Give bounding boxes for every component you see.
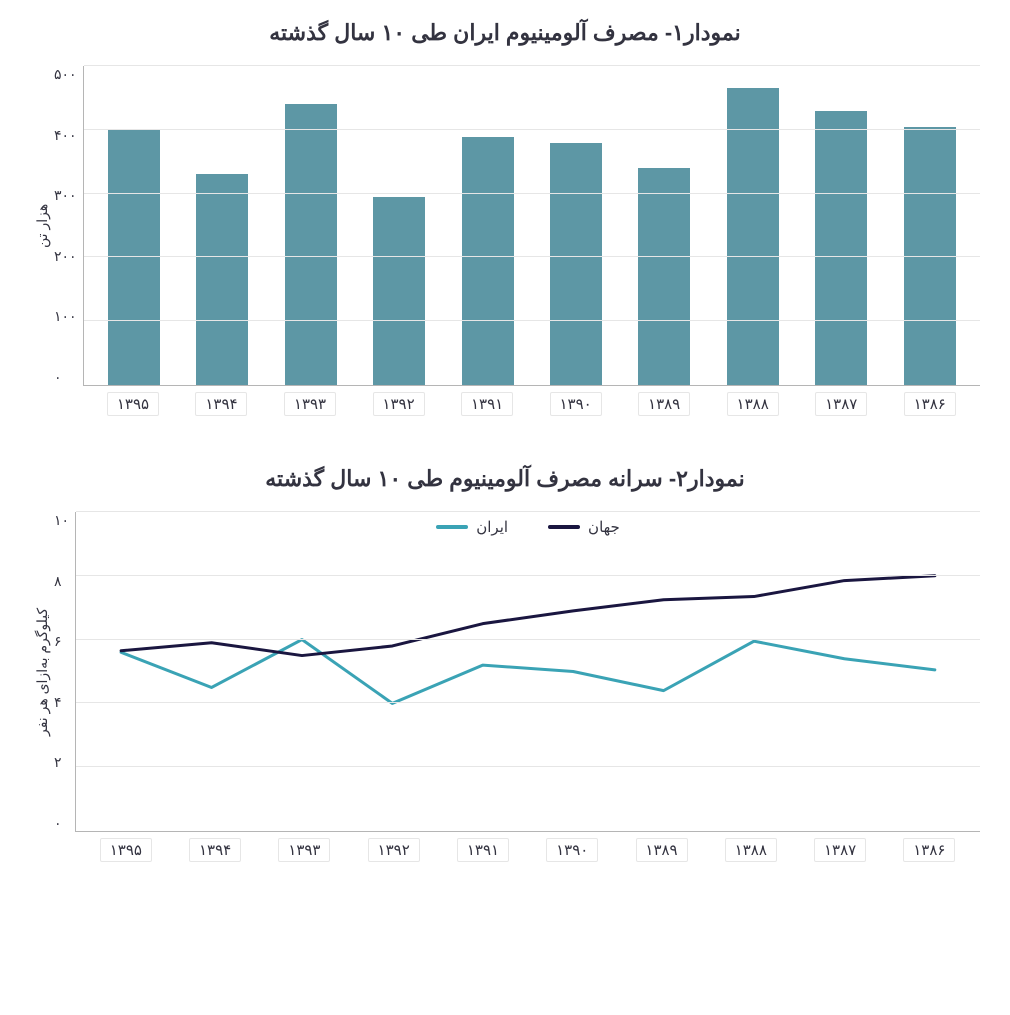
x-tick: ۱۳۹۰ <box>546 838 598 862</box>
bars-container <box>84 66 980 385</box>
y-tick: ۰ <box>54 369 62 386</box>
y-axis-ticks: ۱۰ ۸ ۶ ۴ ۲ ۰ <box>54 512 75 832</box>
y-axis-ticks: ۵۰۰ ۴۰۰ ۳۰۰ ۲۰۰ ۱۰۰ ۰ <box>54 66 83 386</box>
y-tick: ۰ <box>54 815 62 832</box>
y-tick: ۴۰۰ <box>54 127 77 144</box>
bar <box>462 137 514 385</box>
x-tick: ۱۳۹۲ <box>373 392 425 416</box>
x-tick: ۱۳۸۶ <box>903 838 955 862</box>
bar <box>727 88 779 385</box>
plot-area <box>83 66 980 386</box>
bar-chart: نمودار۱- مصرف آلومینیوم ایران طی ۱۰ سال … <box>30 20 980 416</box>
bar <box>638 168 690 385</box>
y-tick: ۲ <box>54 754 62 771</box>
x-tick: ۱۳۸۹ <box>636 838 688 862</box>
bar <box>285 104 337 385</box>
x-tick: ۱۳۹۲ <box>368 838 420 862</box>
x-axis-ticks: ۱۳۸۶ ۱۳۸۷ ۱۳۸۸ ۱۳۸۹ ۱۳۹۰ ۱۳۹۱ ۱۳۹۲ ۱۳۹۳ ۱۳۹۴ ۱۳۹۵ <box>75 832 980 862</box>
plot-area: جهان ایران <box>75 512 980 832</box>
x-tick: ۱۳۸۷ <box>815 392 867 416</box>
y-axis-label: کیلوگرم به‌ازای هر نفر <box>30 512 54 832</box>
x-tick: ۱۳۹۱ <box>461 392 513 416</box>
x-tick: ۱۳۹۴ <box>195 392 247 416</box>
x-tick: ۱۳۹۵ <box>100 838 152 862</box>
chart-title: نمودار۲- سرانه مصرف آلومینیوم طی ۱۰ سال … <box>30 466 980 492</box>
x-tick: ۱۳۹۳ <box>278 838 330 862</box>
bar <box>196 174 248 385</box>
bar <box>815 111 867 385</box>
y-tick: ۲۰۰ <box>54 248 77 265</box>
x-tick: ۱۳۸۹ <box>638 392 690 416</box>
line-svg <box>76 512 980 831</box>
y-tick: ۳۰۰ <box>54 187 77 204</box>
x-tick: ۱۳۹۴ <box>189 838 241 862</box>
x-tick: ۱۳۹۱ <box>457 838 509 862</box>
x-tick: ۱۳۹۰ <box>550 392 602 416</box>
line-chart: نمودار۲- سرانه مصرف آلومینیوم طی ۱۰ سال … <box>30 466 980 862</box>
x-tick: ۱۳۸۷ <box>814 838 866 862</box>
y-tick: ۴ <box>54 694 62 711</box>
x-tick: ۱۳۸۸ <box>725 838 777 862</box>
y-tick: ۱۰ <box>54 512 69 529</box>
y-tick: ۵۰۰ <box>54 66 77 83</box>
bar <box>108 130 160 385</box>
x-axis-ticks: ۱۳۸۶ ۱۳۸۷ ۱۳۸۸ ۱۳۸۹ ۱۳۹۰ ۱۳۹۱ ۱۳۹۲ ۱۳۹۳ ۱۳۹۴ ۱۳۹۵ <box>83 386 980 416</box>
line-series <box>121 576 935 656</box>
x-tick: ۱۳۸۸ <box>727 392 779 416</box>
line-series <box>121 640 935 704</box>
bar <box>373 197 425 385</box>
y-tick: ۶ <box>54 633 62 650</box>
x-tick: ۱۳۹۳ <box>284 392 336 416</box>
x-tick: ۱۳۸۶ <box>904 392 956 416</box>
bar <box>550 143 602 385</box>
chart-title: نمودار۱- مصرف آلومینیوم ایران طی ۱۰ سال … <box>30 20 980 46</box>
y-tick: ۱۰۰ <box>54 308 77 325</box>
y-tick: ۸ <box>54 573 62 590</box>
x-tick: ۱۳۹۵ <box>107 392 159 416</box>
y-axis-label: هزار تن <box>30 66 54 386</box>
